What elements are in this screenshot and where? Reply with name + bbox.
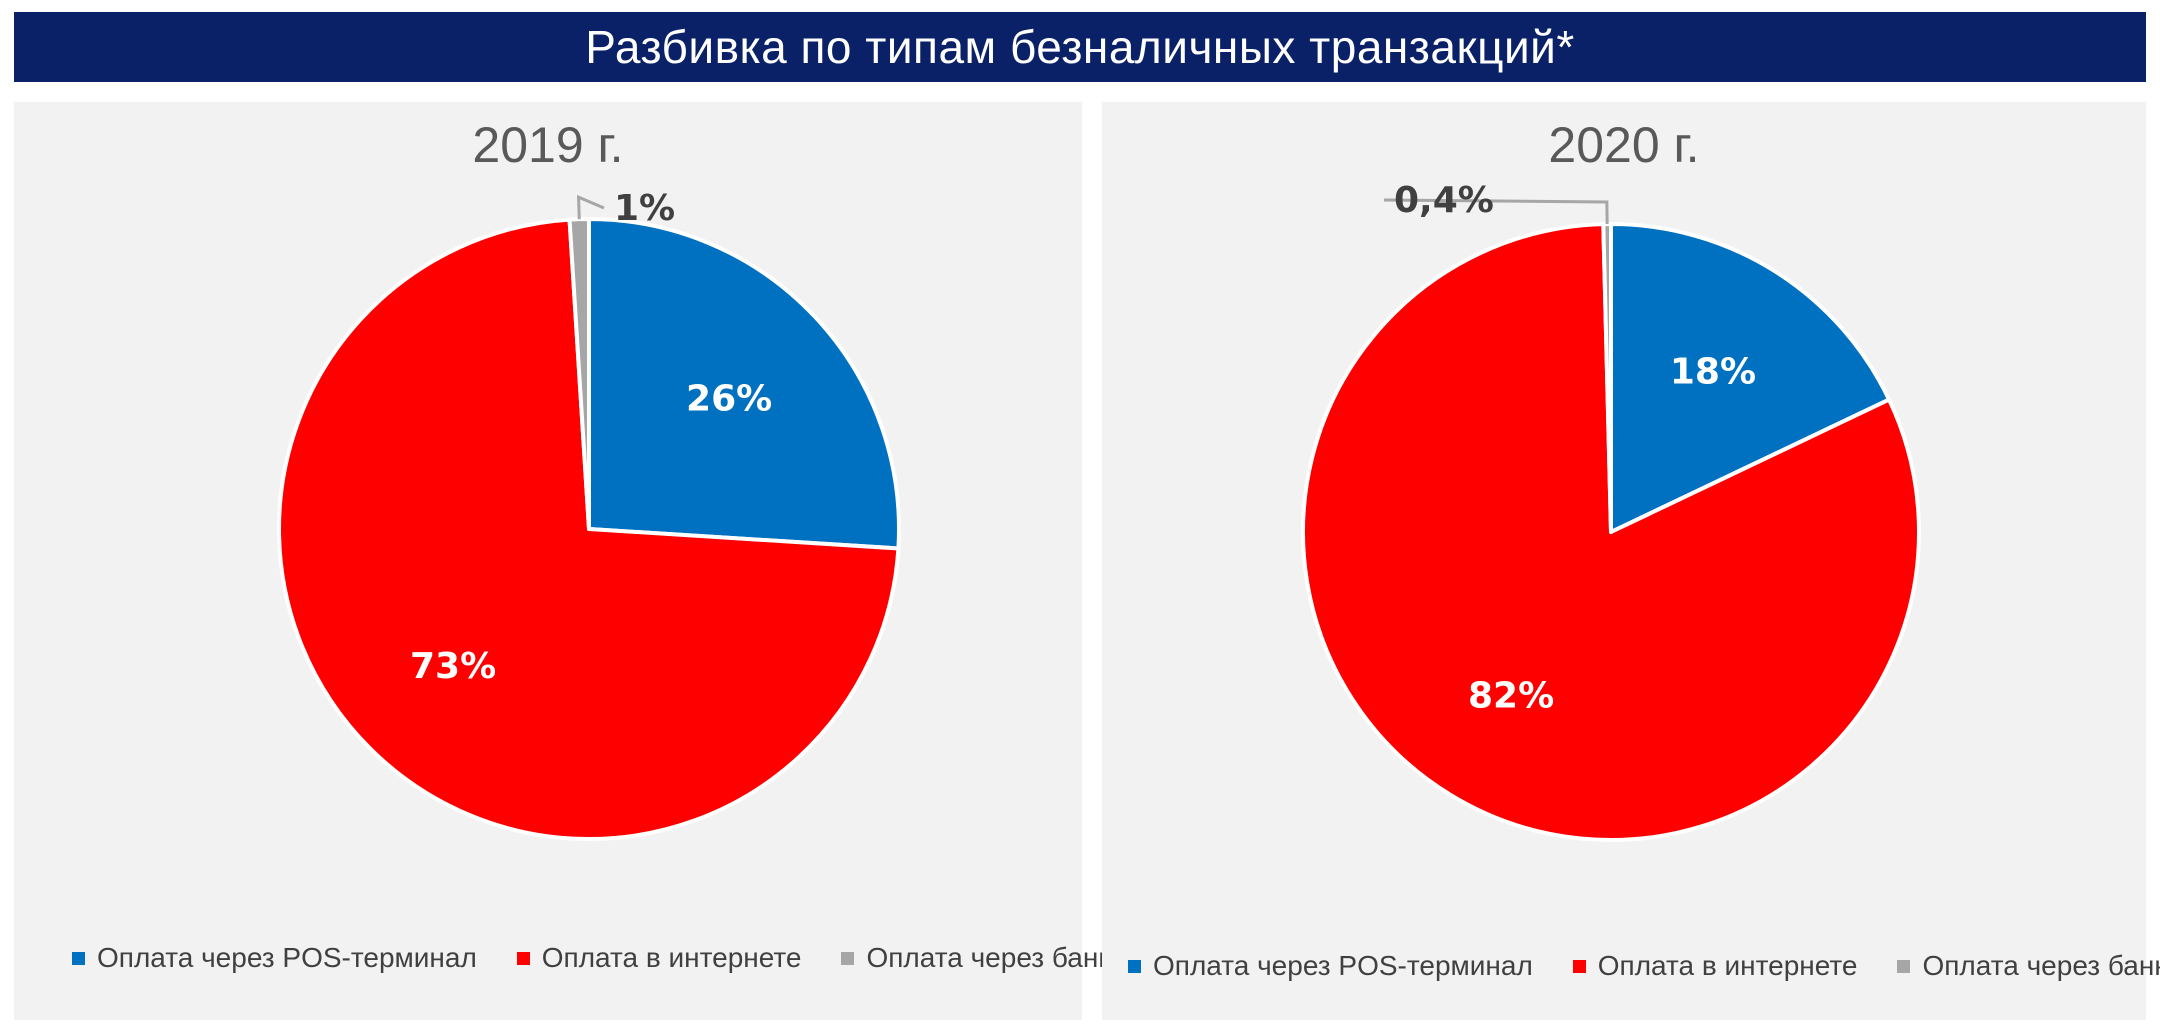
legend-label-pos: Оплата через POS-терминал (1153, 950, 1533, 981)
chart-panel-2019: 2019 г. 26% 73% 1% Оплата через POS-термин… (14, 102, 1174, 1020)
data-label-pos: 18% (1670, 352, 1756, 393)
pie-slice-pos (1609, 222, 1892, 534)
pie-slice-atm (567, 217, 591, 531)
page-title: Разбивка по типам безналичных транзакций… (585, 21, 1575, 73)
legend-swatch-pos (72, 951, 85, 965)
legend-item-pos: Оплата через POS-терминал (72, 942, 477, 974)
chart-banner: Разбивка по типам безналичных транзакций… (14, 12, 2146, 82)
leader-line-atm (1383, 198, 1609, 225)
legend-swatch-internet (1572, 959, 1586, 973)
data-label-internet: 82% (1468, 676, 1554, 717)
chart-title-2019: 2019 г. (472, 117, 624, 173)
legend-label-pos: Оплата через POS-терминал (97, 942, 477, 973)
legend-item-atm: Оплата через банкомат (1897, 950, 2160, 982)
pie-chart-2019: 26% 73% 1% (277, 188, 901, 841)
chart-title-2020: 2020 г. (1548, 117, 1700, 173)
pie-chart-2020: 18% 82% 0,4% (1301, 180, 1921, 842)
legend-swatch-internet (516, 951, 530, 965)
legend-label-internet: Оплата в интернете (541, 942, 802, 973)
legend-item-internet: Оплата в интернете (516, 942, 802, 974)
legend-2019: Оплата через POS-терминал Оплата в интер… (72, 942, 1174, 974)
data-label-internet: 73% (410, 646, 496, 687)
data-label-atm: 1% (614, 188, 675, 229)
data-label-pos: 26% (686, 378, 772, 419)
legend-label-internet: Оплата в интернете (1597, 950, 1858, 981)
legend-swatch-atm (1897, 959, 1911, 973)
legend-swatch-atm (841, 951, 855, 965)
legend-item-internet: Оплата в интернете (1572, 950, 1858, 982)
legend-label-atm: Оплата через банкомат (1922, 950, 2160, 981)
pie-slice-pos (587, 217, 901, 551)
legend-swatch-pos (1128, 959, 1141, 973)
leader-line-atm (576, 194, 605, 220)
data-label-atm: 0,4% (1394, 180, 1494, 221)
chart-panel-2020: 2020 г. 18% 82% 0,4% Оплата через POS-терм… (1102, 102, 2160, 1020)
legend-item-pos: Оплата через POS-терминал (1128, 950, 1533, 982)
legend-2020: Оплата через POS-терминал Оплата в интер… (1128, 950, 2160, 982)
